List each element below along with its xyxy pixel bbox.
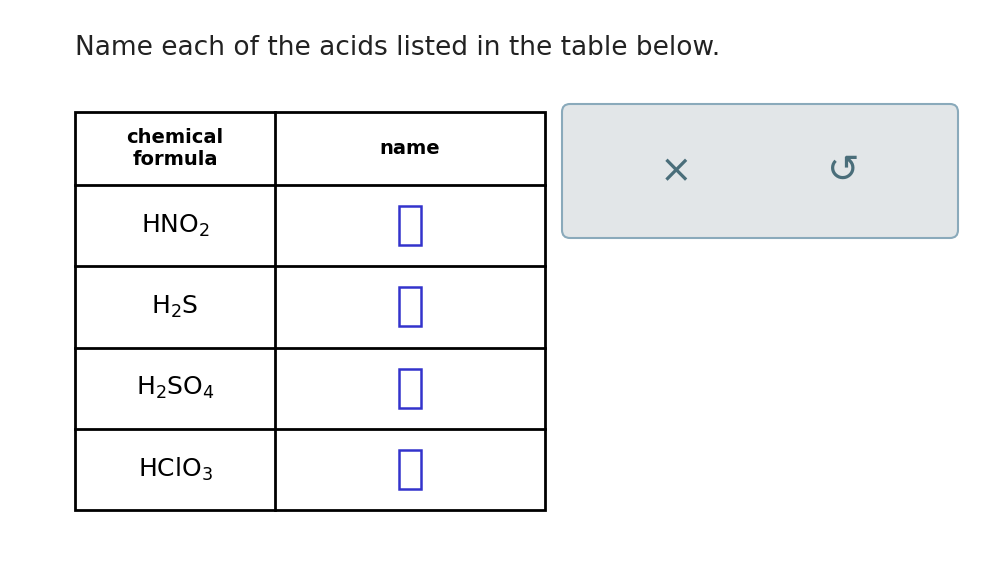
FancyBboxPatch shape (562, 104, 958, 238)
Text: H$_2$SO$_4$: H$_2$SO$_4$ (135, 375, 214, 401)
Bar (399, 206, 421, 245)
Text: Name each of the acids listed in the table below.: Name each of the acids listed in the tab… (75, 35, 720, 61)
Bar (75, 112, 545, 510)
Text: chemical
formula: chemical formula (126, 128, 223, 169)
Text: ↺: ↺ (828, 152, 860, 190)
Bar (399, 450, 421, 489)
Text: HNO$_2$: HNO$_2$ (140, 212, 209, 239)
Text: HClO$_3$: HClO$_3$ (137, 456, 212, 483)
Bar (399, 369, 421, 408)
Text: ×: × (660, 152, 692, 190)
Text: H$_2$S: H$_2$S (151, 294, 198, 320)
Bar (399, 287, 421, 327)
Text: name: name (379, 139, 440, 158)
